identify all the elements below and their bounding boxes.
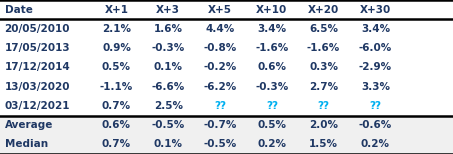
Text: X+5: X+5 xyxy=(208,5,232,15)
Text: 2.7%: 2.7% xyxy=(309,82,338,92)
Text: -0.3%: -0.3% xyxy=(255,82,289,92)
Text: 2.0%: 2.0% xyxy=(309,120,338,130)
Text: X+30: X+30 xyxy=(360,5,391,15)
Text: -6.0%: -6.0% xyxy=(359,43,392,53)
Text: 17/12/2014: 17/12/2014 xyxy=(5,62,70,72)
Text: 03/12/2021: 03/12/2021 xyxy=(5,101,70,111)
Text: 0.3%: 0.3% xyxy=(309,62,338,72)
Text: 0.5%: 0.5% xyxy=(102,62,131,72)
Text: X+10: X+10 xyxy=(256,5,288,15)
Text: ??: ?? xyxy=(214,101,226,111)
Text: 0.1%: 0.1% xyxy=(154,62,183,72)
Text: Date: Date xyxy=(5,5,33,15)
Text: 17/05/2013: 17/05/2013 xyxy=(5,43,70,53)
Text: -0.2%: -0.2% xyxy=(203,62,236,72)
Bar xyxy=(0,116,453,135)
Text: -0.6%: -0.6% xyxy=(359,120,392,130)
Text: 0.1%: 0.1% xyxy=(154,139,183,149)
Text: 1.5%: 1.5% xyxy=(309,139,338,149)
Text: -0.8%: -0.8% xyxy=(203,43,236,53)
Text: -1.6%: -1.6% xyxy=(255,43,289,53)
Text: 2.5%: 2.5% xyxy=(154,101,183,111)
Text: -0.3%: -0.3% xyxy=(152,43,185,53)
Text: -1.6%: -1.6% xyxy=(307,43,340,53)
Text: 0.6%: 0.6% xyxy=(257,62,286,72)
Text: 3.4%: 3.4% xyxy=(361,24,390,34)
Text: 0.7%: 0.7% xyxy=(102,101,131,111)
Text: 6.5%: 6.5% xyxy=(309,24,338,34)
Text: -2.9%: -2.9% xyxy=(359,62,392,72)
Text: 0.6%: 0.6% xyxy=(102,120,131,130)
Text: 1.6%: 1.6% xyxy=(154,24,183,34)
Text: 0.9%: 0.9% xyxy=(102,43,131,53)
Text: 2.1%: 2.1% xyxy=(102,24,131,34)
Text: ??: ?? xyxy=(369,101,381,111)
Text: 0.2%: 0.2% xyxy=(257,139,286,149)
Text: 0.7%: 0.7% xyxy=(102,139,131,149)
Text: -0.5%: -0.5% xyxy=(152,120,185,130)
Text: Median: Median xyxy=(5,139,48,149)
Text: 0.5%: 0.5% xyxy=(257,120,286,130)
Text: ??: ?? xyxy=(318,101,330,111)
Text: 4.4%: 4.4% xyxy=(205,24,235,34)
Text: X+20: X+20 xyxy=(308,5,339,15)
Text: -6.2%: -6.2% xyxy=(203,82,236,92)
Text: -0.7%: -0.7% xyxy=(203,120,237,130)
Text: X+3: X+3 xyxy=(156,5,180,15)
Text: X+1: X+1 xyxy=(105,5,129,15)
Text: 0.2%: 0.2% xyxy=(361,139,390,149)
Text: -1.1%: -1.1% xyxy=(100,82,133,92)
Text: 20/05/2010: 20/05/2010 xyxy=(5,24,70,34)
Text: -6.6%: -6.6% xyxy=(152,82,185,92)
Text: -0.5%: -0.5% xyxy=(203,139,236,149)
Bar xyxy=(0,135,453,154)
Text: 13/03/2020: 13/03/2020 xyxy=(5,82,70,92)
Text: ??: ?? xyxy=(266,101,278,111)
Text: 3.3%: 3.3% xyxy=(361,82,390,92)
Text: Average: Average xyxy=(5,120,53,130)
Text: 3.4%: 3.4% xyxy=(257,24,286,34)
